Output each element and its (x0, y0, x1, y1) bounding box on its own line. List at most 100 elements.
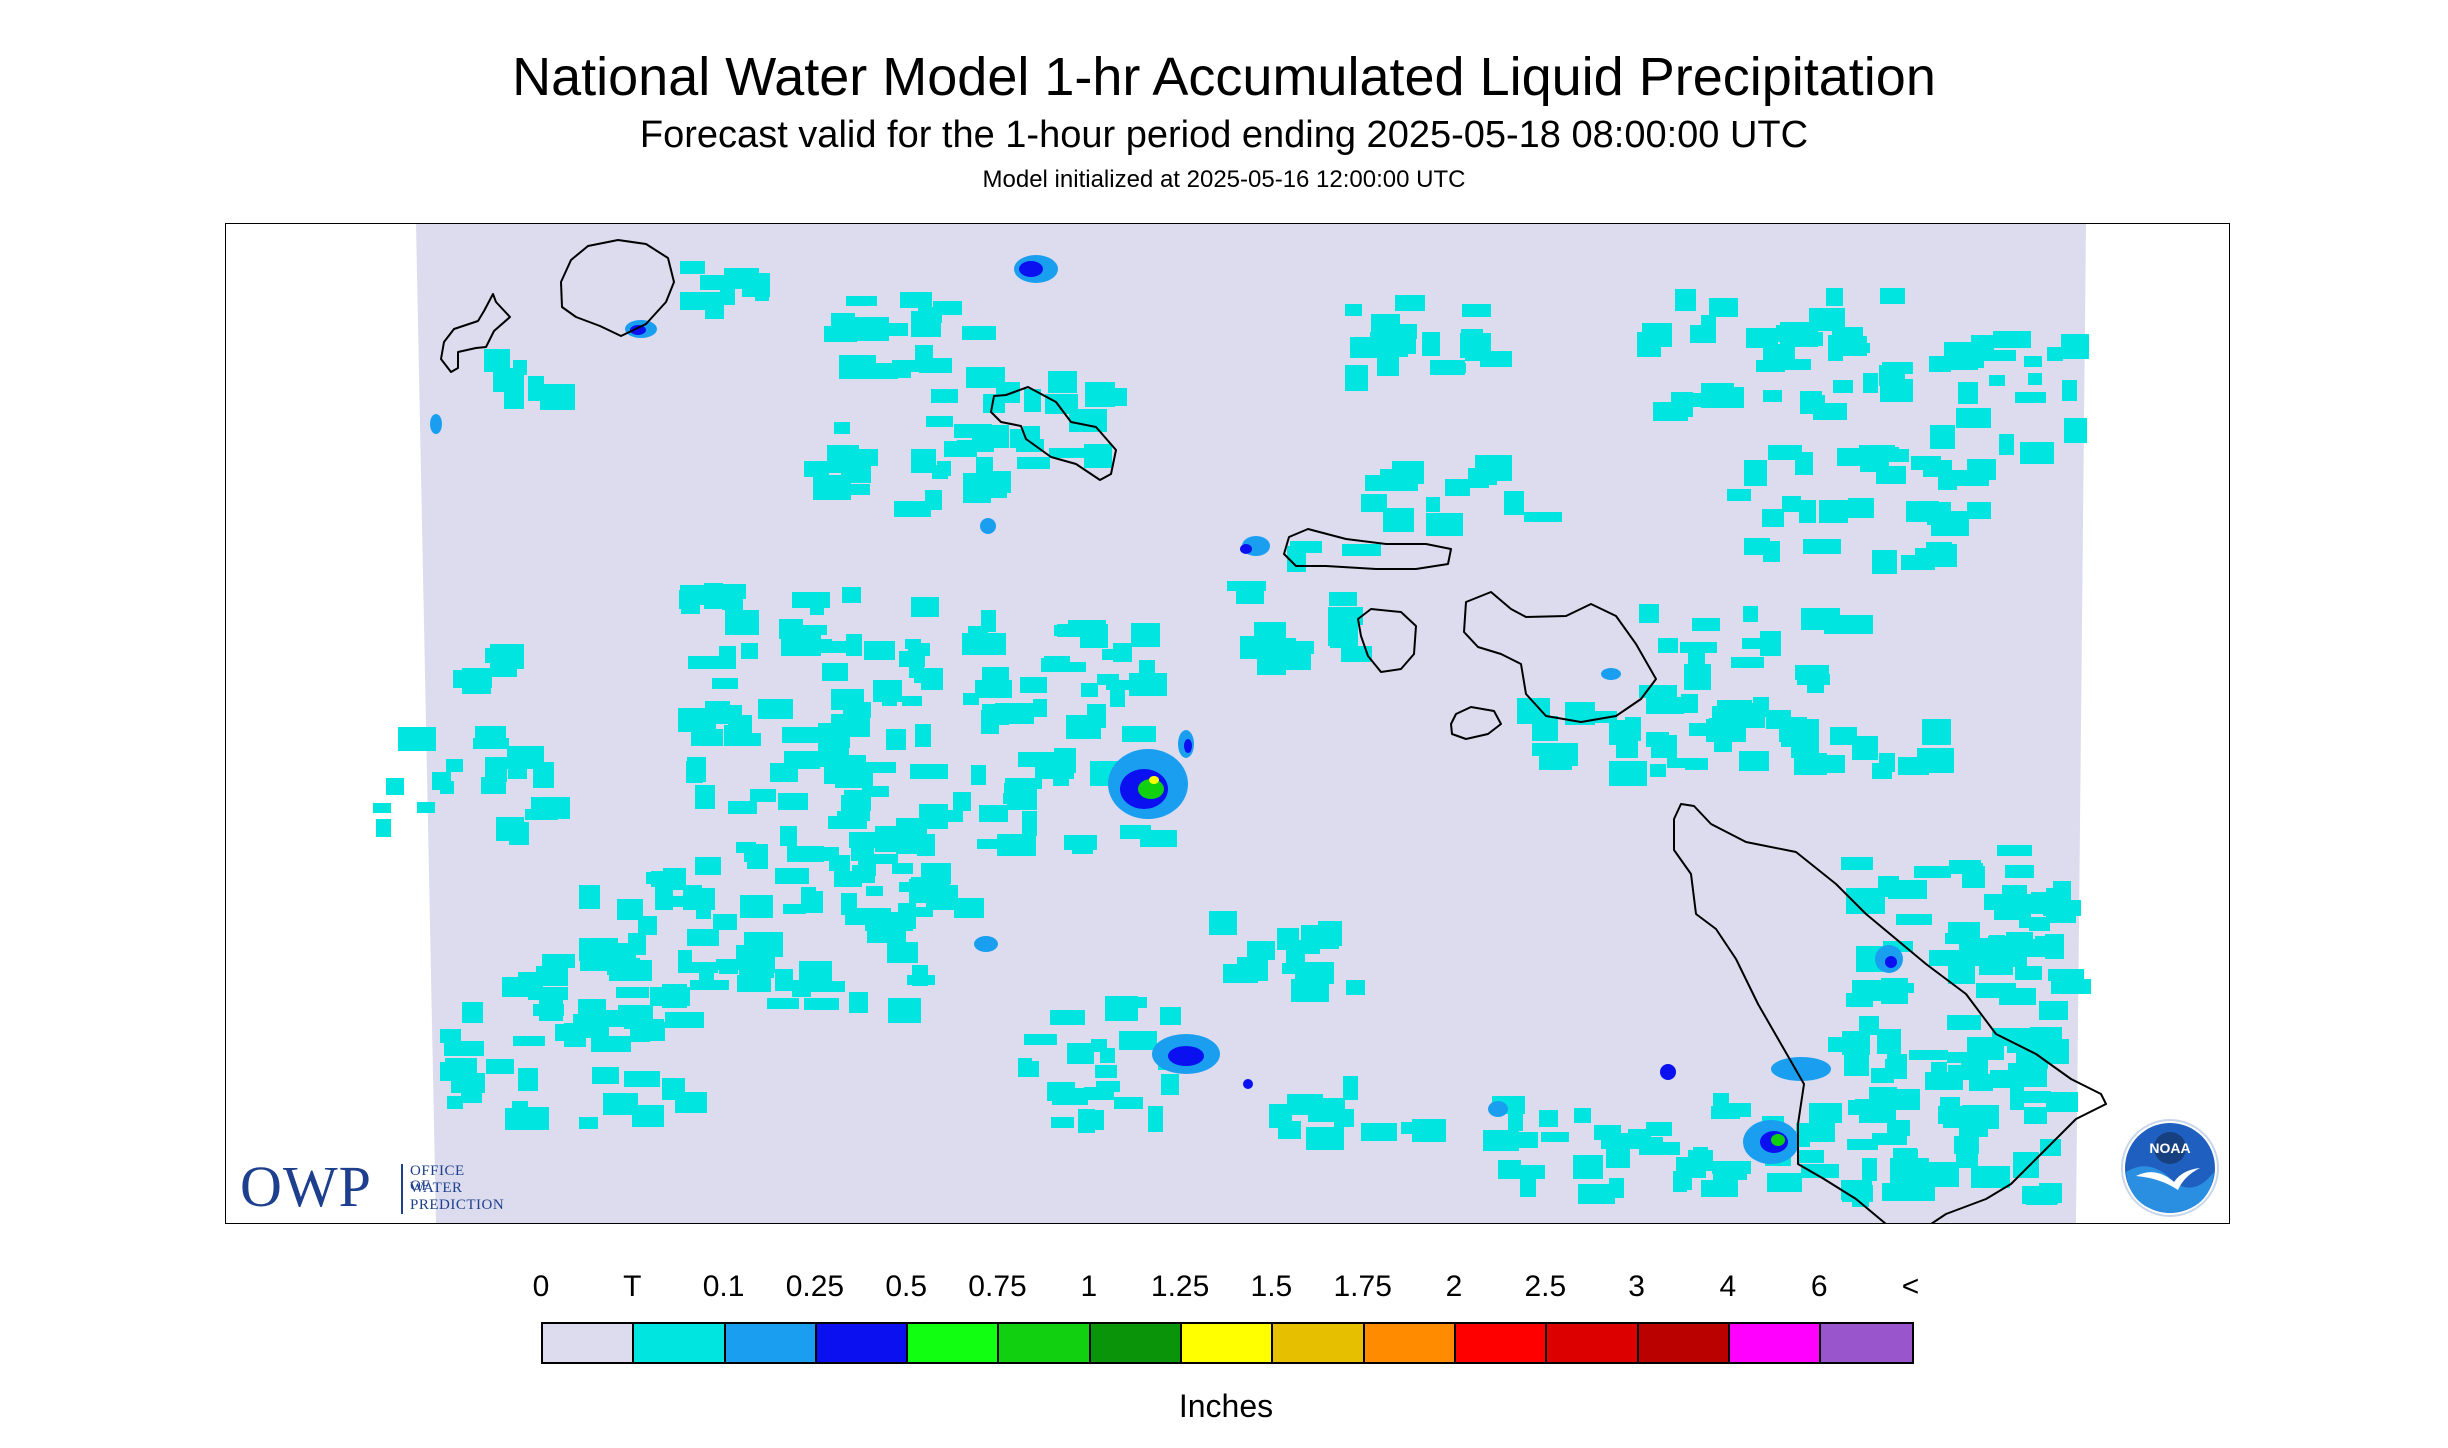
trace-precip-cell (982, 704, 1009, 725)
trace-precip-cell (792, 592, 830, 608)
trace-precip-cell (1462, 304, 1491, 317)
trace-precip-cell (1306, 1127, 1344, 1150)
trace-precip-cell (1833, 380, 1853, 393)
trace-precip-cell (918, 307, 942, 323)
trace-precip-cell (1044, 656, 1070, 667)
trace-precip-cell (1881, 978, 1908, 1004)
trace-precip-cell (719, 960, 738, 974)
trace-precip-cell (1945, 933, 1972, 944)
trace-precip-cell (2062, 380, 2077, 401)
moderate-precip-cell (1243, 1079, 1253, 1089)
coastline-oahu (990, 386, 1117, 481)
trace-precip-cell (1102, 649, 1117, 660)
trace-precip-cell (1007, 788, 1037, 810)
trace-precip-cell (1876, 466, 1906, 484)
legend-tick-label: 0.25 (785, 1270, 845, 1303)
trace-precip-cell (1426, 513, 1463, 536)
trace-precip-cell (540, 384, 575, 410)
trace-precip-cell (1024, 1034, 1057, 1045)
trace-precip-cell (1967, 502, 1991, 519)
trace-precip-cell (794, 625, 827, 635)
trace-precip-cell (1896, 914, 1932, 925)
coastline-kauai (560, 239, 675, 337)
trace-precip-cell (579, 938, 618, 961)
trace-precip-cell (1882, 1183, 1917, 1201)
trace-precip-cell (892, 360, 924, 372)
light-precip-cell (1488, 1101, 1508, 1117)
trace-precip-cell (1701, 315, 1716, 328)
legend-tick-label: 0.75 (968, 1270, 1027, 1303)
trace-precip-cell (1343, 1076, 1358, 1100)
trace-precip-cell (2045, 1039, 2069, 1064)
trace-precip-cell (937, 461, 951, 476)
noaa-logo: NOAA (2121, 1119, 2219, 1217)
trace-precip-cell (862, 762, 896, 773)
trace-precip-cell (839, 355, 876, 379)
trace-precip-cell (1916, 1178, 1935, 1201)
trace-precip-cell (678, 962, 718, 973)
trace-precip-cell (1917, 748, 1954, 773)
trace-precip-cell (440, 1029, 461, 1043)
light-precip-cell (980, 518, 996, 534)
trace-precip-cell (1863, 373, 1878, 393)
trace-precip-cell (1236, 583, 1264, 604)
trace-precip-cell (1847, 1139, 1878, 1150)
trace-precip-cell (2064, 418, 2087, 443)
trace-precip-cell (1371, 314, 1400, 340)
moderate-precip-cell (1885, 956, 1897, 968)
trace-precip-cell (1997, 845, 2032, 856)
trace-precip-cell (688, 656, 724, 669)
trace-precip-cell (1882, 362, 1913, 374)
trace-precip-cell (1984, 894, 2015, 910)
trace-precip-cell (1852, 980, 1882, 1001)
trace-precip-cell (432, 772, 451, 790)
trace-precip-cell (685, 885, 702, 910)
trace-precip-cell (1022, 811, 1037, 836)
trace-precip-cell (828, 462, 866, 473)
trace-precip-cell (819, 641, 858, 653)
trace-precip-cell (447, 1096, 463, 1109)
trace-precip-cell (1739, 751, 1769, 771)
trace-precip-cell (502, 977, 535, 997)
trace-precip-cell (1282, 963, 1317, 974)
owp-logo-line-3: PREDICTION (410, 1197, 505, 1213)
trace-precip-cell (473, 738, 509, 749)
trace-precip-cell (1999, 434, 2014, 455)
legend-swatch (543, 1324, 635, 1362)
trace-precip-cell (1048, 371, 1077, 393)
trace-precip-cell (873, 680, 902, 702)
trace-precip-cell (1830, 727, 1857, 745)
owp-logo-line-1: OFFICE OF (410, 1163, 465, 1194)
trace-precip-cell (1072, 837, 1093, 854)
legend-swatch (1090, 1324, 1183, 1362)
trace-precip-cell (778, 793, 808, 810)
trace-precip-cell (1024, 389, 1041, 412)
moderate-precip-cell (630, 325, 646, 335)
trace-precip-cell (779, 619, 803, 639)
trace-precip-cell (804, 998, 839, 1010)
coastline-kahoolawe (1450, 706, 1502, 740)
trace-precip-cell (775, 969, 793, 991)
trace-precip-cell (1742, 638, 1763, 649)
trace-precip-cell (1468, 468, 1489, 488)
trace-precip-cell (1646, 1122, 1672, 1136)
trace-precip-cell (1050, 1010, 1085, 1025)
trace-precip-cell (719, 646, 736, 669)
legend-swatch (1364, 1324, 1456, 1362)
trace-precip-cell (1887, 1120, 1910, 1136)
trace-precip-cell (490, 644, 524, 669)
trace-precip-cell (601, 1012, 615, 1022)
trace-precip-cell (1507, 1132, 1538, 1148)
trace-precip-cell (981, 610, 996, 632)
legend-tick-label: 1.5 (1250, 1270, 1293, 1303)
trace-precip-cell (638, 916, 657, 935)
trace-precip-cell (720, 286, 735, 305)
trace-precip-cell (1837, 615, 1873, 634)
heavy-precip-cell (1771, 1134, 1785, 1146)
trace-precip-cell (1992, 957, 2020, 967)
trace-precip-cell (1122, 726, 1156, 742)
trace-precip-cell (1033, 699, 1047, 717)
trace-precip-cell (1520, 1173, 1536, 1197)
trace-precip-cell (1961, 1054, 1988, 1079)
trace-precip-cell (1760, 631, 1781, 656)
